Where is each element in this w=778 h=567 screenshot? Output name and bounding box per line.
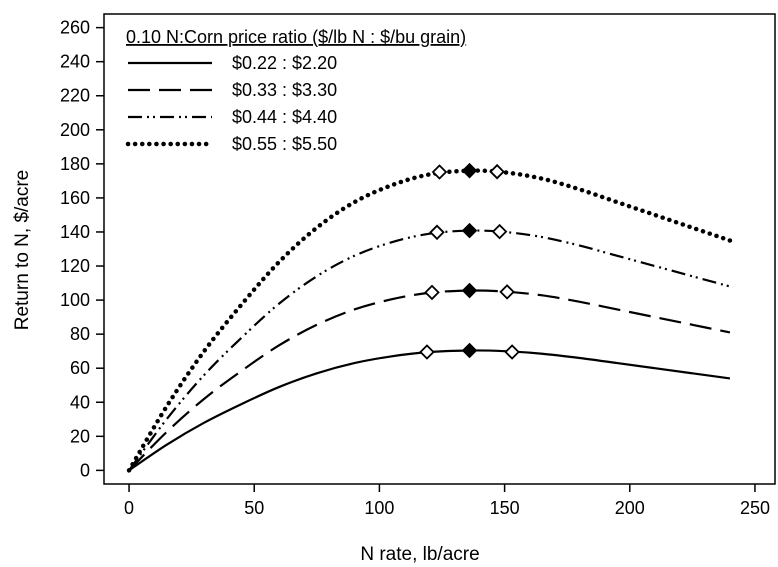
optimum-marker [461, 342, 478, 359]
range-marker [419, 344, 435, 360]
optimum-marker [461, 222, 478, 239]
range-marker [429, 224, 445, 241]
legend: 0.10 N:Corn price ratio ($/lb N : $/bu g… [125, 27, 466, 154]
x-tick-label: 250 [740, 498, 770, 518]
series-line-3 [128, 229, 731, 472]
y-tick-label: 220 [60, 86, 90, 106]
y-tick-label: 180 [60, 154, 90, 174]
optimum-marker [461, 162, 478, 179]
y-tick-label: 80 [70, 324, 90, 344]
series-line-1 [128, 349, 731, 472]
series-layer [126, 168, 733, 473]
x-axis-title: N rate, lb/acre [360, 544, 479, 565]
y-tick-label: 100 [60, 290, 90, 310]
series-line-4 [126, 168, 733, 473]
legend-label-4: $0.55 : $5.50 [232, 134, 337, 154]
x-tick-label: 150 [490, 498, 520, 518]
y-tick-label: 20 [70, 426, 90, 446]
x-tick-label: 200 [615, 498, 645, 518]
y-tick-label: 120 [60, 256, 90, 276]
y-tick-label: 260 [60, 18, 90, 38]
range-marker [499, 284, 515, 300]
range-marker [489, 163, 505, 180]
marker-layer [419, 162, 520, 360]
optimum-marker [461, 282, 478, 299]
y-tick-label: 140 [60, 222, 90, 242]
range-marker [491, 223, 508, 240]
legend-title: 0.10 N:Corn price ratio ($/lb N : $/bu g… [126, 27, 466, 47]
y-tick-label: 160 [60, 188, 90, 208]
range-marker [424, 284, 440, 301]
plot-frame [103, 13, 776, 485]
y-tick-label: 0 [80, 460, 90, 480]
y-tick-label: 40 [70, 392, 90, 412]
x-tick-label: 100 [364, 498, 394, 518]
y-tick-label: 240 [60, 52, 90, 72]
range-marker [504, 344, 520, 360]
series-line-2 [128, 289, 731, 472]
y-tick-label: 60 [70, 358, 90, 378]
range-marker [431, 164, 448, 180]
legend-label-1: $0.22 : $2.20 [232, 53, 337, 73]
x-axis: 0 50 100 150 200 250 [124, 484, 770, 518]
y-axis: 0 20 40 60 80 100 120 140 160 180 200 220 240 260 [60, 18, 104, 480]
y-axis-title: Return to N, $/acre [12, 170, 33, 331]
y-tick-label: 200 [60, 120, 90, 140]
legend-label-2: $0.33 : $3.30 [232, 80, 337, 100]
legend-label-3: $0.44 : $4.40 [232, 107, 337, 127]
x-tick-label: 50 [244, 498, 264, 518]
x-tick-label: 0 [124, 498, 134, 518]
